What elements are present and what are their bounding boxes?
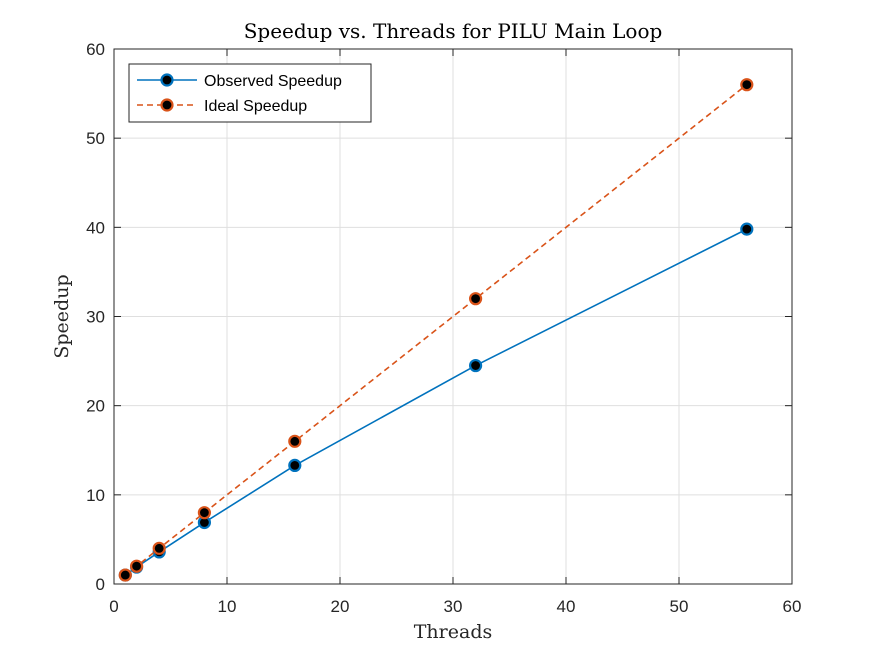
data-point: [152, 541, 166, 555]
data-point: [288, 434, 302, 448]
y-tick-label: 20: [86, 397, 105, 416]
y-tick-label: 0: [96, 575, 105, 594]
legend-box: [128, 63, 372, 123]
x-tick-label: 60: [783, 597, 802, 616]
legend-marker: [160, 98, 174, 112]
axis-ticks: 0 10 20 30 40 50 60 0 10 20 30 40 50 60: [86, 40, 801, 616]
legend: Observed Speedup Ideal Speedup: [128, 63, 372, 123]
legend-label: Ideal Speedup: [204, 98, 307, 115]
legend-marker: [160, 73, 174, 87]
data-point: [469, 292, 483, 306]
legend-label: Observed Speedup: [204, 73, 342, 90]
data-point: [740, 78, 754, 92]
y-tick-label: 40: [86, 218, 105, 237]
data-point: [197, 506, 211, 520]
data-point: [118, 568, 132, 582]
data-point: [469, 358, 483, 373]
y-tick-label: 60: [86, 40, 105, 59]
series-layer: [118, 78, 754, 582]
y-axis-label: Speedup: [51, 274, 73, 358]
x-tick-label: 20: [331, 597, 350, 616]
x-tick-label: 40: [557, 597, 576, 616]
x-axis-label: Threads: [414, 621, 492, 643]
data-point: [740, 222, 754, 236]
data-point: [288, 458, 302, 473]
y-tick-label: 10: [86, 486, 105, 505]
series-2: [118, 78, 754, 582]
y-tick-label: 50: [86, 129, 105, 148]
x-tick-label: 10: [218, 597, 237, 616]
x-tick-label: 30: [444, 597, 463, 616]
y-tick-label: 30: [86, 308, 105, 327]
data-point: [130, 559, 144, 573]
chart-title: Speedup vs. Threads for PILU Main Loop: [244, 19, 663, 43]
x-tick-label: 0: [109, 597, 118, 616]
x-tick-label: 50: [670, 597, 689, 616]
